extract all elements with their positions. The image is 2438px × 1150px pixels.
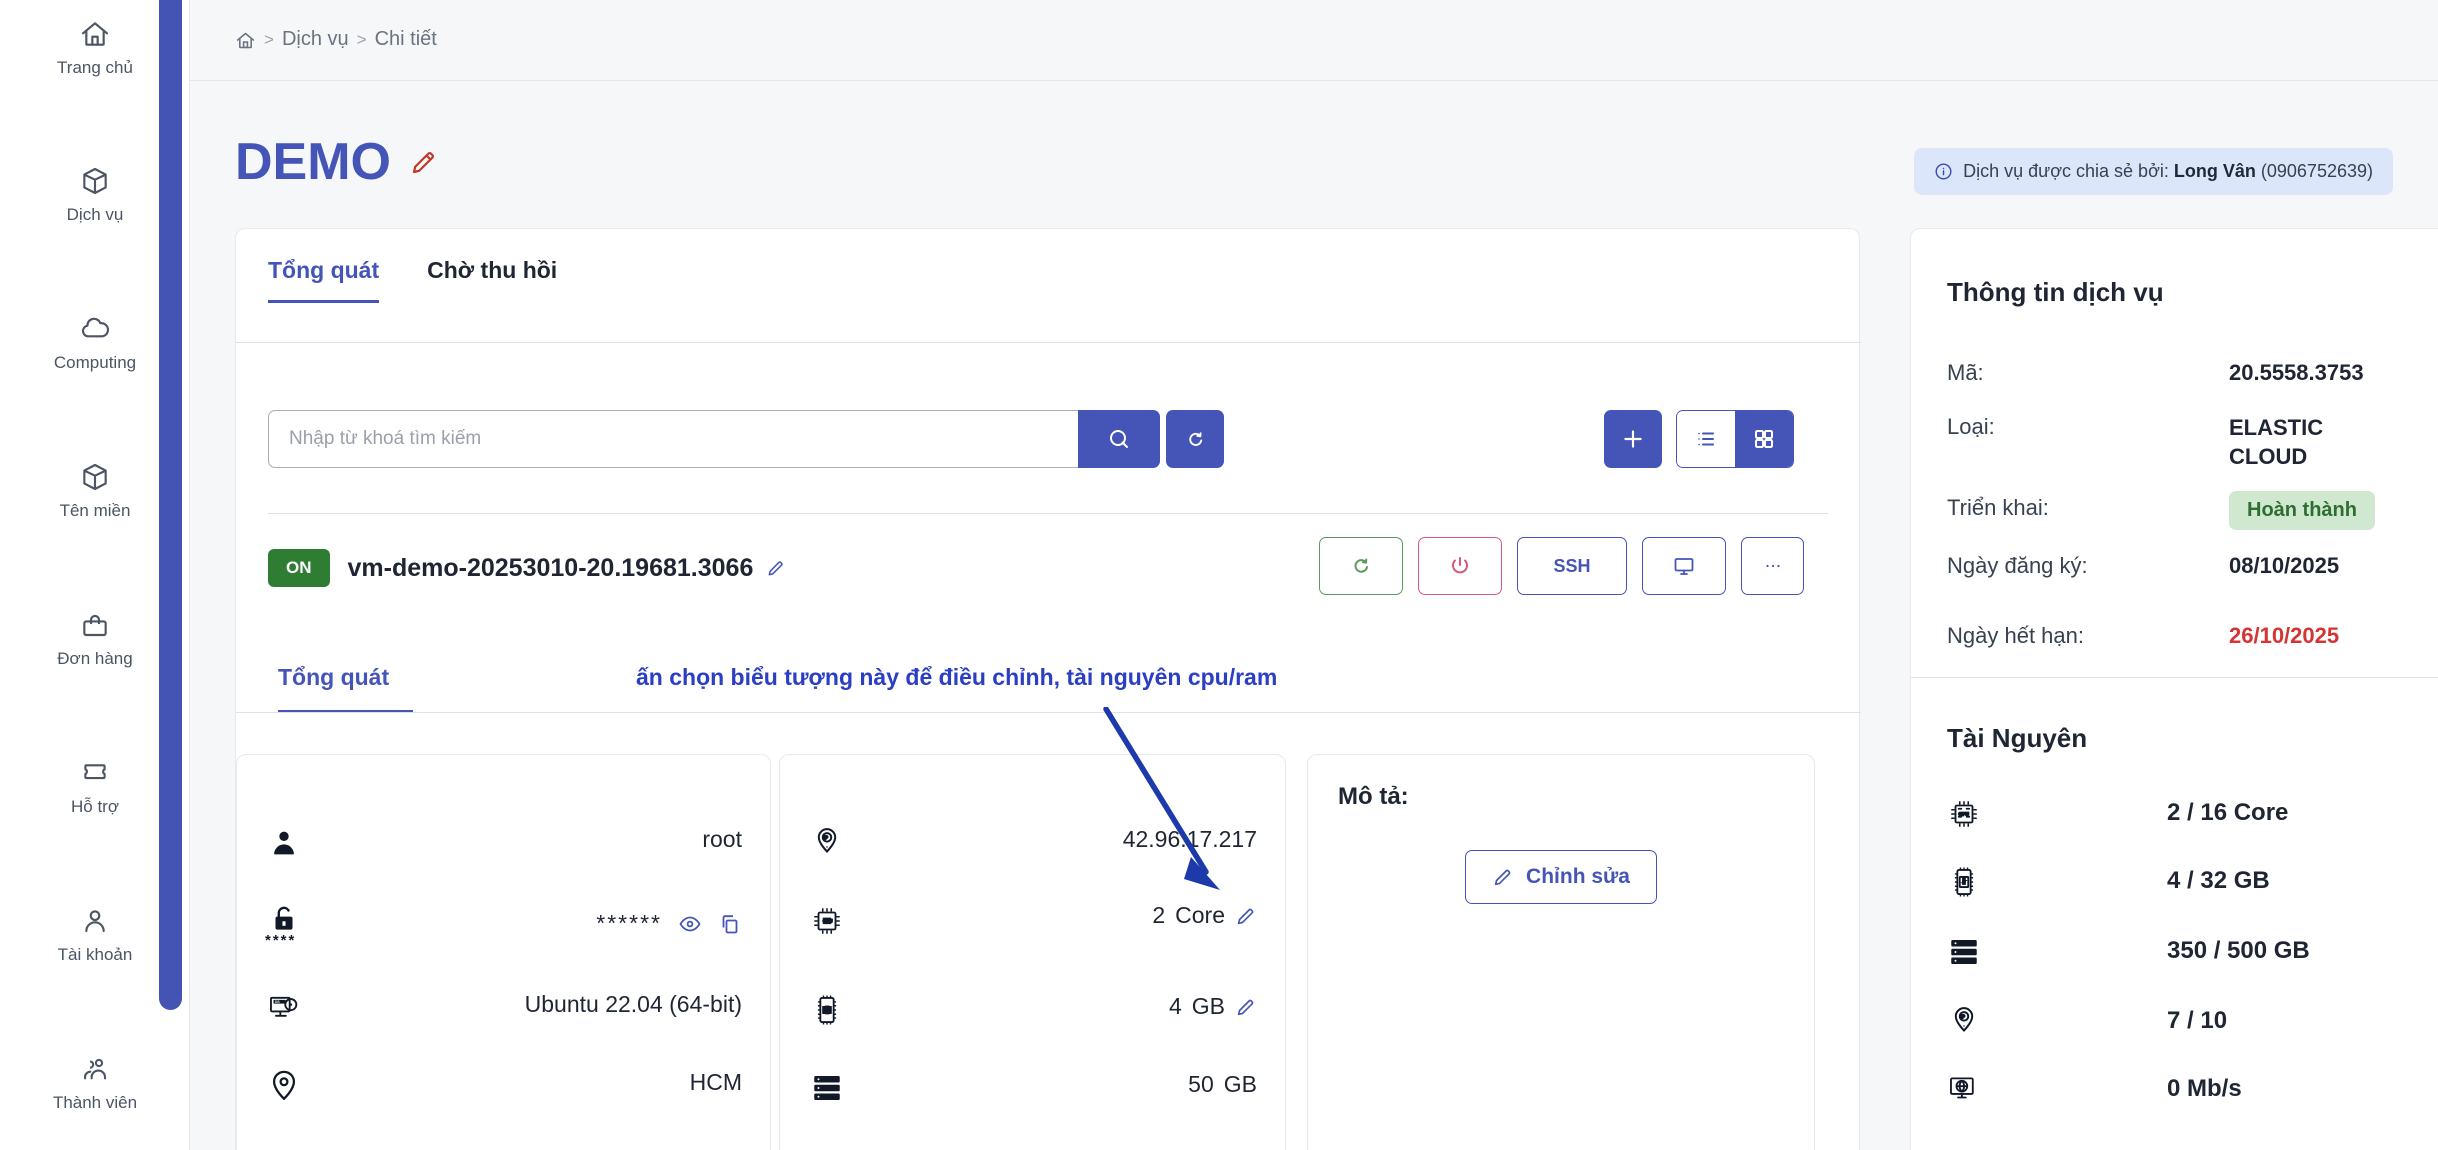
svg-text:IP: IP: [823, 835, 827, 840]
svg-text:RAM: RAM: [1962, 877, 1966, 884]
svg-text:IP: IP: [1960, 1014, 1964, 1019]
svg-text:CPU: CPU: [823, 918, 832, 923]
svg-text:RAM: RAM: [825, 1006, 829, 1014]
svg-text:CPU: CPU: [1959, 812, 1970, 818]
svg-text:OS: OS: [275, 1000, 281, 1004]
